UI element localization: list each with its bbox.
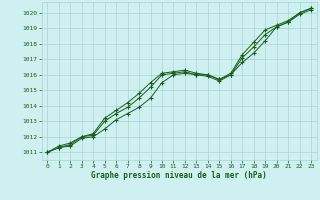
X-axis label: Graphe pression niveau de la mer (hPa): Graphe pression niveau de la mer (hPa) xyxy=(91,171,267,180)
